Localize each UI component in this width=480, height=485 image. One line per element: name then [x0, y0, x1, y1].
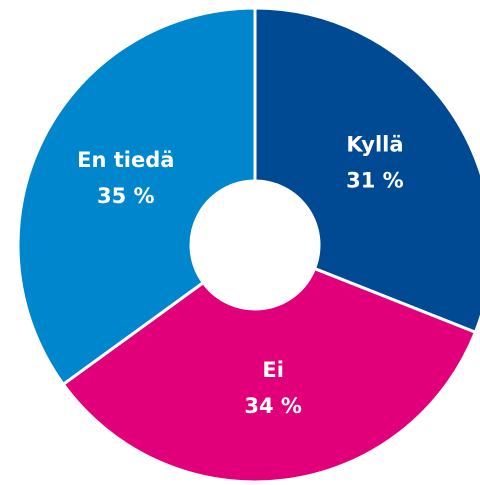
donut-slice	[253, 6, 480, 335]
slice-label: Kyllä	[346, 132, 403, 156]
value-label: 35 %	[97, 184, 155, 208]
donut-slice	[16, 6, 257, 387]
slice-label: Ei	[262, 358, 284, 382]
donut-slice	[61, 266, 478, 484]
value-label: 31 %	[346, 168, 404, 192]
slice-label: En tiedä	[77, 148, 174, 172]
value-label: 34 %	[244, 394, 302, 418]
